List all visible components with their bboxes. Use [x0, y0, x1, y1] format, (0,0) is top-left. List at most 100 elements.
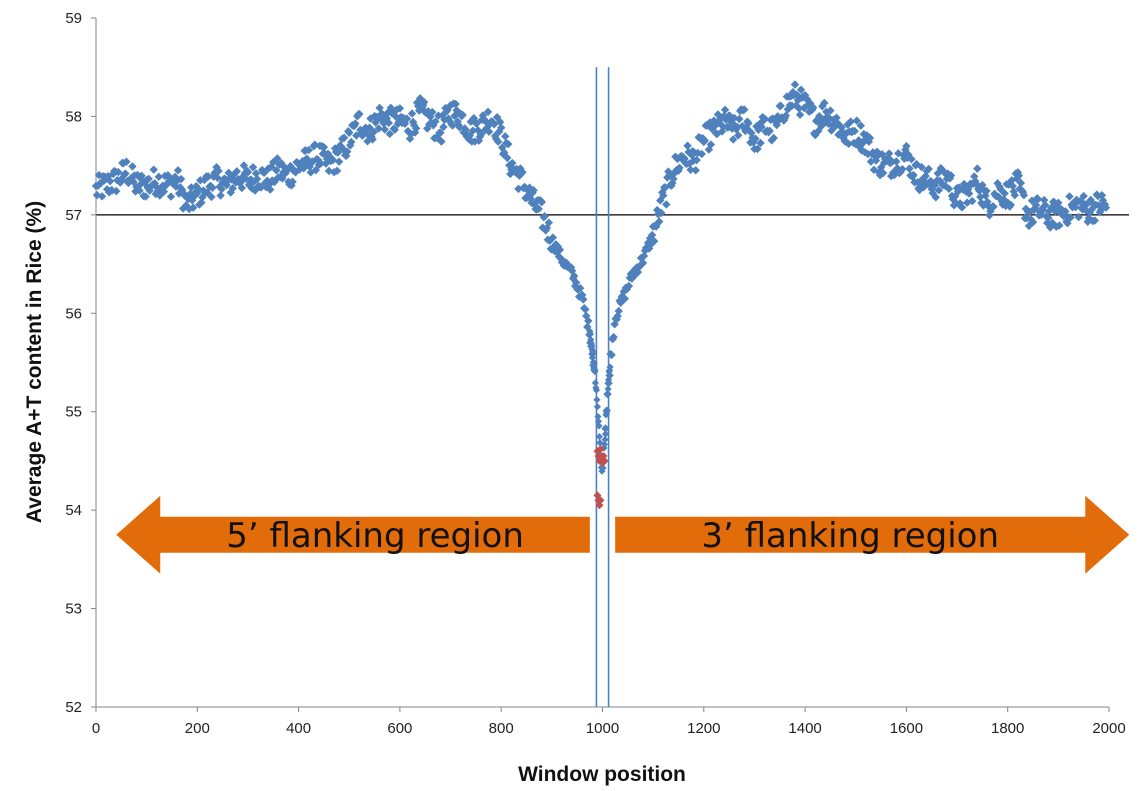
data-point — [1101, 203, 1111, 212]
flanking-region-label: 3’ flanking region — [701, 516, 999, 556]
data-point — [926, 176, 935, 186]
data-point — [552, 247, 562, 256]
data-point — [604, 385, 612, 393]
data-point — [588, 354, 596, 362]
data-point — [1027, 196, 1037, 205]
data-point — [981, 191, 990, 200]
data-point — [483, 107, 493, 117]
x-tick-label: 1600 — [890, 720, 923, 737]
data-point — [1052, 222, 1061, 231]
y-axis-title: Average A+T content in Rice (%) — [23, 201, 46, 523]
data-point — [211, 169, 220, 178]
data-point — [946, 171, 956, 180]
data-point — [545, 236, 555, 245]
data-point — [781, 111, 791, 120]
data-point — [1024, 221, 1034, 231]
x-tick-label: 1000 — [586, 720, 619, 737]
data-point — [864, 137, 874, 146]
data-point — [607, 350, 616, 360]
data-point — [108, 186, 117, 195]
data-point — [717, 127, 727, 136]
data-point — [962, 198, 972, 207]
data-point — [1014, 171, 1024, 180]
data-point — [518, 167, 527, 177]
data-point — [907, 154, 916, 164]
data-point — [470, 137, 480, 146]
data-point — [569, 271, 579, 281]
y-tick-label: 58 — [65, 108, 82, 125]
data-point — [920, 177, 929, 186]
data-point — [266, 185, 275, 194]
data-point — [97, 192, 107, 201]
data-point — [738, 121, 747, 131]
data-point — [1009, 187, 1018, 196]
data-point — [239, 161, 249, 170]
data-point — [591, 367, 599, 376]
data-point — [954, 183, 964, 192]
data-point — [464, 134, 473, 144]
data-point — [448, 121, 457, 130]
data-point — [665, 170, 674, 180]
data-point — [176, 174, 186, 184]
data-point — [445, 116, 454, 126]
data-point — [921, 171, 930, 181]
data-point — [928, 188, 937, 198]
data-point — [234, 175, 244, 184]
data-point — [725, 112, 735, 121]
data-point — [228, 184, 237, 193]
data-point — [600, 456, 609, 465]
data-point — [865, 133, 875, 143]
data-point — [316, 159, 326, 168]
data-point — [673, 154, 682, 164]
data-point — [207, 192, 216, 202]
data-point — [217, 184, 226, 194]
data-point — [551, 240, 561, 249]
data-point — [390, 125, 400, 134]
data-point — [571, 278, 581, 287]
data-point — [549, 243, 559, 252]
data-point — [112, 186, 121, 196]
data-point — [814, 126, 823, 136]
data-point — [638, 258, 648, 268]
data-point — [1044, 213, 1053, 222]
data-point — [830, 122, 839, 132]
data-point — [92, 190, 102, 200]
data-point — [379, 119, 388, 128]
data-point — [1031, 200, 1041, 210]
data-point — [898, 165, 907, 174]
data-point — [993, 179, 1002, 188]
data-point — [884, 149, 894, 158]
data-point — [728, 135, 738, 144]
data-point — [343, 147, 352, 156]
data-point — [272, 166, 281, 175]
data-point — [332, 166, 342, 176]
data-point — [437, 137, 446, 146]
data-point — [1006, 200, 1015, 209]
data-point — [443, 105, 452, 114]
data-point — [646, 239, 656, 249]
data-point — [581, 305, 590, 314]
y-tick-label: 56 — [65, 305, 82, 322]
data-point — [624, 281, 634, 291]
data-point — [402, 114, 412, 123]
data-point — [94, 170, 104, 180]
data-point — [105, 176, 115, 186]
data-point — [902, 141, 911, 151]
data-point — [527, 198, 536, 207]
data-point — [594, 412, 602, 421]
y-tick-label: 52 — [65, 699, 82, 716]
data-point — [846, 117, 855, 126]
data-point — [236, 177, 246, 186]
data-point — [166, 192, 176, 201]
data-point — [436, 128, 445, 137]
data-point — [595, 422, 603, 430]
data-point — [159, 187, 169, 196]
data-point — [765, 126, 774, 136]
data-point — [458, 110, 467, 120]
x-tick-label: 200 — [185, 720, 210, 737]
data-point — [813, 115, 822, 124]
data-point — [606, 363, 614, 371]
data-point — [687, 150, 696, 160]
data-point — [927, 184, 936, 194]
data-point — [664, 167, 673, 176]
